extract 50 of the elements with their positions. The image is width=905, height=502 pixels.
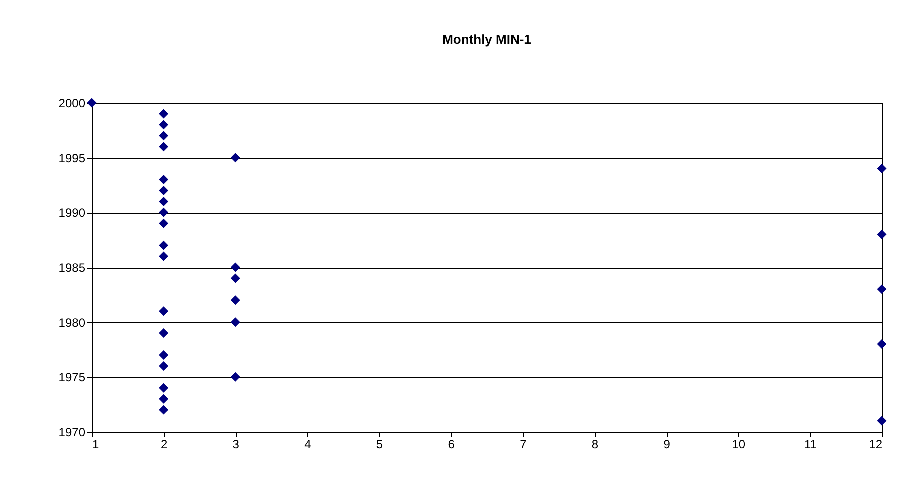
point: [230, 296, 240, 306]
point: [159, 328, 169, 338]
y-tick-label: 1980: [58, 316, 86, 330]
x-tick-label: 9: [664, 438, 671, 452]
x-tick-label: 6: [448, 438, 456, 452]
point: [159, 208, 169, 218]
chart-title: Monthly MIN-1: [442, 32, 532, 47]
y-tick-label: 1975: [58, 370, 86, 385]
point: [877, 284, 887, 294]
y-tick-label: 1985: [58, 261, 86, 275]
x-tick-label: 12: [869, 438, 883, 452]
y-tick-label: 1990: [58, 206, 86, 220]
point: [159, 383, 169, 393]
x-tick-label: 3: [232, 438, 240, 452]
x-tick-label: 2: [160, 438, 168, 452]
point: [159, 306, 169, 316]
point: [230, 153, 240, 163]
point: [877, 164, 887, 174]
x-tick-label: 8: [592, 438, 599, 452]
point: [159, 120, 169, 130]
point: [87, 98, 97, 108]
x-tick-label: 1: [92, 438, 100, 452]
point: [230, 262, 240, 272]
point: [877, 230, 887, 240]
x-tick-label: 5: [376, 438, 384, 452]
point: [159, 361, 169, 371]
point: [159, 175, 169, 185]
point: [159, 350, 169, 360]
x-tick-label: 7: [520, 438, 528, 452]
x-tick-label: 4: [304, 438, 312, 452]
y-tick-label: 2000: [58, 96, 86, 110]
point: [159, 240, 169, 250]
x-tick-label: 10: [732, 438, 746, 452]
point: [159, 109, 169, 119]
point: [159, 142, 169, 152]
point: [159, 394, 169, 404]
y-tick-label: 1970: [58, 426, 86, 440]
point: [159, 252, 169, 262]
x-tick-label: 11: [804, 438, 818, 452]
point: [230, 274, 240, 284]
point: [877, 416, 887, 426]
point: [230, 372, 240, 382]
point: [230, 318, 240, 328]
point: [159, 131, 169, 141]
point: [159, 218, 169, 228]
point: [159, 196, 169, 206]
point: [159, 186, 169, 196]
point: [877, 340, 887, 350]
point: [159, 405, 169, 415]
y-tick-label: 1995: [58, 151, 86, 166]
